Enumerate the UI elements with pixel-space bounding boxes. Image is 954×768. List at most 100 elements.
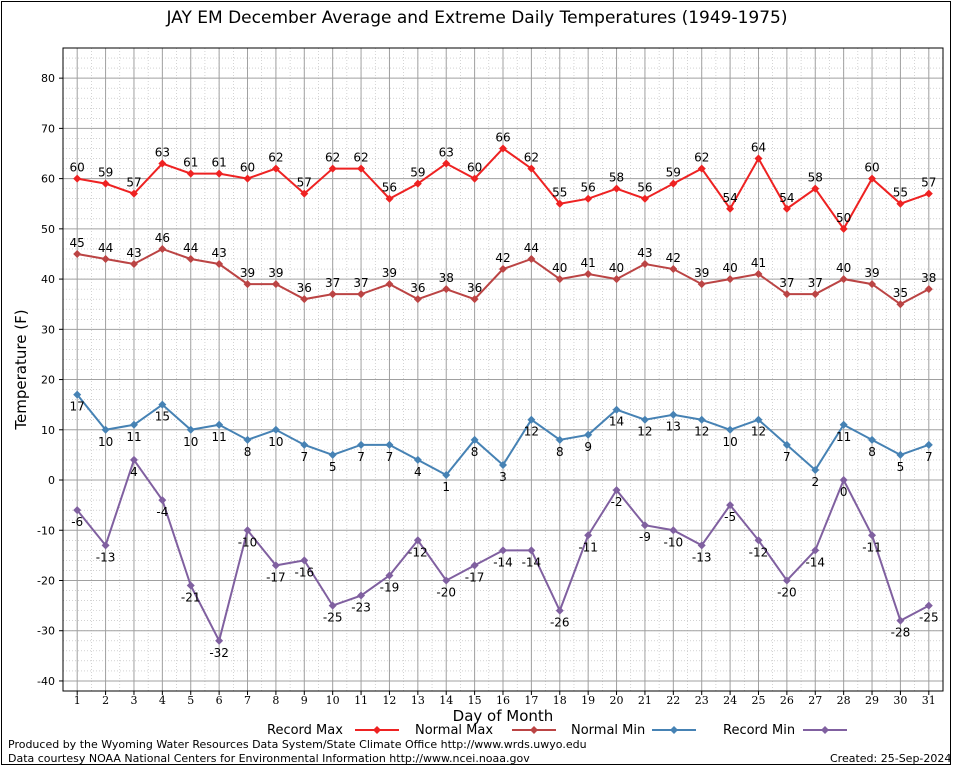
data-label: 60 xyxy=(70,161,85,175)
y-tick-label: 20 xyxy=(41,374,55,387)
x-tick-label: 22 xyxy=(666,694,680,707)
series-record-max xyxy=(73,144,933,233)
data-point xyxy=(726,425,735,434)
data-point xyxy=(754,536,763,545)
legend-label: Record Max xyxy=(267,723,343,738)
data-label: -32 xyxy=(209,646,229,660)
data-label: 46 xyxy=(155,231,170,245)
data-label: 62 xyxy=(524,151,539,165)
data-label: 59 xyxy=(98,166,113,180)
data-point xyxy=(640,194,649,203)
data-point xyxy=(612,405,621,414)
data-point xyxy=(271,561,280,570)
data-point xyxy=(385,440,394,449)
data-label: 7 xyxy=(925,450,933,464)
data-label: -14 xyxy=(805,555,825,569)
legend-marker xyxy=(821,726,829,734)
data-label: 10 xyxy=(722,435,737,449)
data-label: 15 xyxy=(155,410,170,424)
data-label: 37 xyxy=(808,276,823,290)
x-tick-label: 30 xyxy=(893,694,907,707)
x-tick-label: 11 xyxy=(354,694,368,707)
x-tick-label: 5 xyxy=(187,694,194,707)
data-point xyxy=(640,260,649,269)
x-tick-label: 9 xyxy=(301,694,308,707)
data-point xyxy=(73,390,82,399)
data-label: 39 xyxy=(240,266,255,280)
data-label: 39 xyxy=(694,266,709,280)
y-tick-label: 60 xyxy=(41,173,55,186)
data-label: 12 xyxy=(637,425,652,439)
x-tick-label: 2 xyxy=(102,694,109,707)
data-label: -23 xyxy=(351,601,371,615)
data-label: 57 xyxy=(297,176,312,190)
data-label: 56 xyxy=(382,181,397,195)
data-point xyxy=(271,425,280,434)
data-label: 44 xyxy=(524,241,539,255)
data-point xyxy=(924,189,933,198)
data-point xyxy=(158,244,167,253)
data-point xyxy=(300,556,309,565)
data-point xyxy=(924,601,933,610)
data-point xyxy=(584,270,593,279)
data-label: 4 xyxy=(414,465,422,479)
data-point xyxy=(243,280,252,289)
data-label: 8 xyxy=(244,445,252,459)
x-tick-label: 15 xyxy=(468,694,482,707)
data-label: 62 xyxy=(325,151,340,165)
x-axis-label: Day of Month xyxy=(453,707,554,725)
series-record-min xyxy=(73,455,933,645)
data-point xyxy=(101,179,110,188)
data-label: 56 xyxy=(581,181,596,195)
data-point xyxy=(73,249,82,258)
data-point xyxy=(811,290,820,299)
data-label: 57 xyxy=(921,176,936,190)
y-tick-label: 70 xyxy=(41,122,55,135)
data-point xyxy=(413,455,422,464)
data-point xyxy=(555,275,564,284)
data-point xyxy=(442,159,451,168)
data-label: 39 xyxy=(268,266,283,280)
x-tick-label: 25 xyxy=(751,694,765,707)
data-label: -10 xyxy=(664,535,684,549)
data-point xyxy=(754,154,763,163)
data-point xyxy=(215,169,224,178)
data-label: -5 xyxy=(724,510,736,524)
data-label: 8 xyxy=(556,445,564,459)
data-label: -19 xyxy=(380,580,400,594)
data-point xyxy=(215,260,224,269)
data-point xyxy=(357,591,366,600)
data-point xyxy=(669,265,678,274)
data-label: -16 xyxy=(294,565,314,579)
data-label: -4 xyxy=(156,505,168,519)
data-label: 44 xyxy=(183,241,198,255)
data-point xyxy=(669,179,678,188)
data-label: -9 xyxy=(639,530,651,544)
data-label: -6 xyxy=(71,515,83,529)
data-label: 7 xyxy=(357,450,365,464)
data-point xyxy=(101,425,110,434)
legend-label: Normal Min xyxy=(571,723,645,738)
data-label: 41 xyxy=(581,256,596,270)
x-tick-label: 29 xyxy=(865,694,879,707)
footer-producer: Produced by the Wyoming Water Resources … xyxy=(8,738,587,751)
data-point xyxy=(782,204,791,213)
x-tick-label: 12 xyxy=(382,694,396,707)
data-point xyxy=(186,169,195,178)
data-label: 4 xyxy=(130,465,138,479)
data-label: 11 xyxy=(836,430,851,444)
data-point xyxy=(357,440,366,449)
legend: Record Max Normal Max Normal Min Record Min xyxy=(267,723,847,738)
data-label: 60 xyxy=(240,161,255,175)
data-label: 56 xyxy=(637,181,652,195)
x-tick-label: 26 xyxy=(780,694,794,707)
data-point xyxy=(413,536,422,545)
x-tick-label: 24 xyxy=(723,694,737,707)
data-point xyxy=(839,420,848,429)
data-point xyxy=(868,435,877,444)
data-point xyxy=(640,415,649,424)
x-tick-label: 18 xyxy=(553,694,567,707)
data-label: 37 xyxy=(353,276,368,290)
data-label: -13 xyxy=(96,550,116,564)
data-label: -11 xyxy=(862,540,882,554)
